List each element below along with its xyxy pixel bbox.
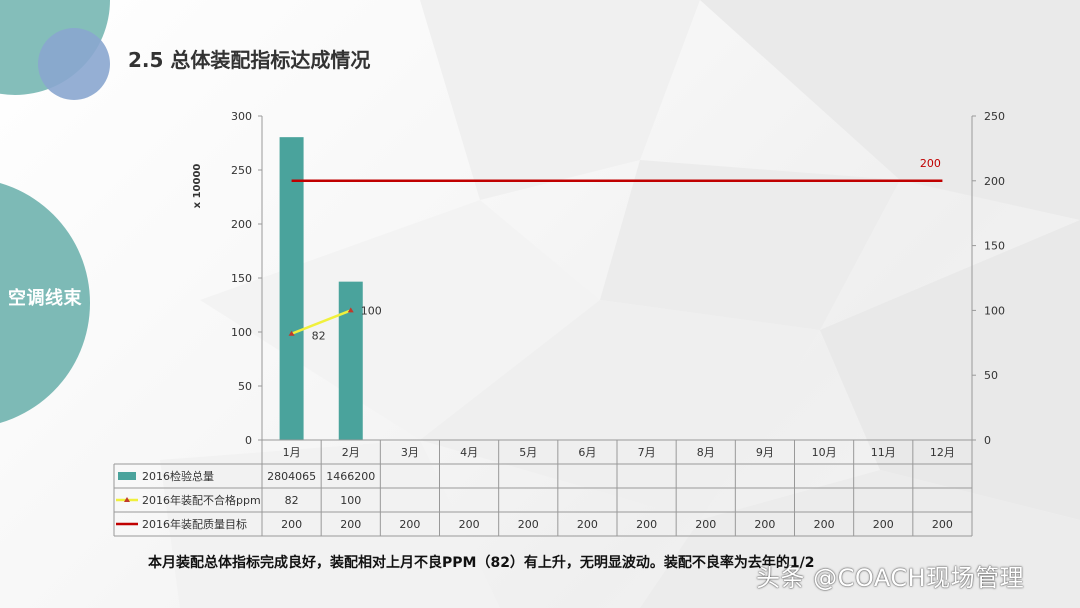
table-cell: 200 (754, 518, 775, 531)
bar-2 (338, 281, 363, 440)
table-cell: 82 (285, 494, 299, 507)
left-tick-label: 0 (245, 434, 252, 447)
left-axis-unit-label: x 10000 (192, 164, 203, 209)
table-cell: 2804065 (267, 470, 316, 483)
legend-label: 2016检验总量 (142, 469, 214, 483)
table-cell: 200 (518, 518, 539, 531)
category-label: 9月 (756, 446, 774, 459)
category-label: 8月 (697, 446, 715, 459)
category-label: 4月 (460, 446, 478, 459)
category-label: 12月 (930, 446, 955, 459)
legend-key-marker (124, 497, 130, 502)
left-tick-label: 300 (231, 110, 252, 123)
table-cell: 200 (399, 518, 420, 531)
table-cell: 200 (340, 518, 361, 531)
category-label: 11月 (871, 446, 896, 459)
left-tick-label: 150 (231, 272, 252, 285)
ppm-data-label: 100 (361, 304, 382, 317)
watermark: 头条 @COACH现场管理 (756, 564, 1025, 592)
left-tick-label: 250 (231, 164, 252, 177)
table-cell: 200 (577, 518, 598, 531)
table-cell: 200 (873, 518, 894, 531)
category-label: 6月 (578, 446, 596, 459)
ppm-point-2 (347, 307, 354, 313)
category-label: 10月 (812, 446, 837, 459)
category-label: 7月 (638, 446, 656, 459)
ppm-line (291, 309, 352, 335)
left-tick-label: 100 (231, 326, 252, 339)
table-cell: 200 (459, 518, 480, 531)
category-label: 3月 (401, 446, 419, 459)
category-label: 2月 (342, 446, 360, 459)
bar-1 (279, 137, 304, 440)
table-cell: 200 (932, 518, 953, 531)
right-tick-label: 150 (984, 240, 1005, 253)
left-tick-label: 50 (238, 380, 252, 393)
left-tick-label: 200 (231, 218, 252, 231)
table-cell: 200 (695, 518, 716, 531)
right-tick-label: 0 (984, 434, 991, 447)
side-label: 空调线束 (8, 288, 82, 309)
category-label: 5月 (519, 446, 537, 459)
target-line-label: 200 (920, 157, 941, 170)
footer-note: 本月装配总体指标完成良好，装配相对上月不良PPM（82）有上升，无明显波动。装配… (148, 555, 815, 571)
ppm-data-label: 82 (312, 330, 326, 343)
right-tick-label: 100 (984, 304, 1005, 317)
table-cell: 1466200 (326, 470, 375, 483)
legend-label: 2016年装配不合格ppm (142, 493, 261, 507)
legend-label: 2016年装配质量目标 (142, 517, 247, 531)
right-tick-label: 200 (984, 175, 1005, 188)
ppm-point-1 (288, 330, 295, 336)
table-cell: 100 (340, 494, 361, 507)
decor-circle-blue (38, 28, 110, 100)
right-tick-label: 50 (984, 369, 998, 382)
legend-key-bar (118, 472, 136, 480)
category-label: 1月 (283, 446, 301, 459)
table-cell: 200 (636, 518, 657, 531)
right-tick-label: 250 (984, 110, 1005, 123)
table-cell: 200 (281, 518, 302, 531)
page-title: 2.5 总体装配指标达成情况 (128, 48, 371, 72)
table-cell: 200 (814, 518, 835, 531)
